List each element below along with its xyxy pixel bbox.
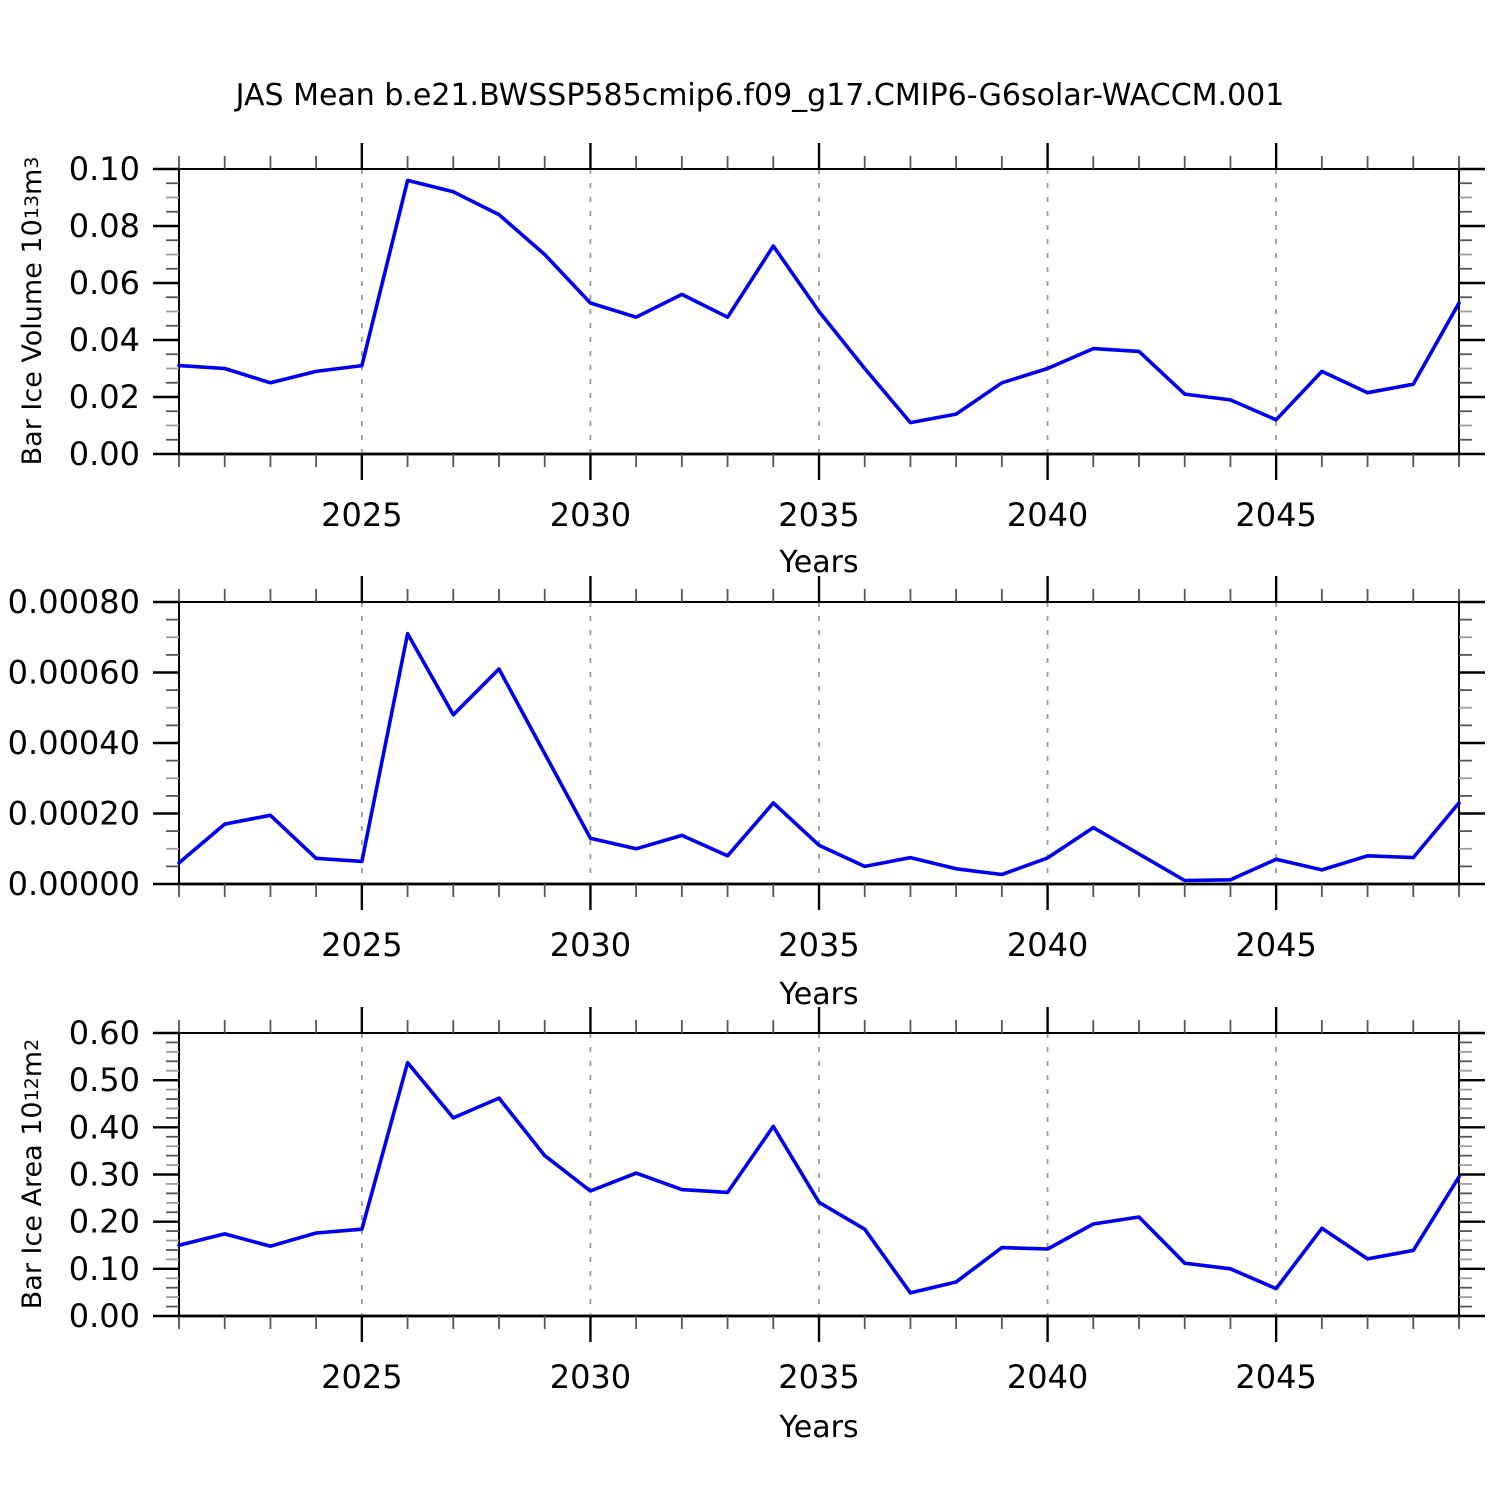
y-tick-label: 0.00080 bbox=[8, 583, 140, 621]
x-tick-label: 2025 bbox=[321, 1358, 402, 1396]
y-tick-label: 0.00020 bbox=[8, 795, 140, 833]
y-tick-label: 0.00000 bbox=[8, 865, 140, 903]
panel-1: 0.00 0.02 0.04 0.06 0.08 0.10 2025 2030 2035 2040… bbox=[69, 143, 1485, 534]
x-tick-label: 2040 bbox=[1007, 926, 1088, 964]
x-tick-label: 2035 bbox=[778, 926, 859, 964]
x-tick-label: 2045 bbox=[1235, 926, 1316, 964]
x-tick-label: 2040 bbox=[1007, 496, 1088, 534]
x-tick-label: 2025 bbox=[321, 496, 402, 534]
line-series-middle-series bbox=[177, 631, 1461, 883]
x-tick-label: 2045 bbox=[1235, 496, 1316, 534]
page-title: JAS Mean b.e21.BWSSP585cmip6.f09_g17.CMI… bbox=[235, 78, 1285, 113]
y-tick-label: 0.00 bbox=[69, 1297, 140, 1335]
y-tick-label: 0.00060 bbox=[8, 654, 140, 692]
x-tick-label: 2035 bbox=[778, 496, 859, 534]
x-tick-label: 2045 bbox=[1235, 1358, 1316, 1396]
y-tick-label: 0.10 bbox=[69, 1250, 140, 1288]
y-tick-label: 0.02 bbox=[69, 378, 140, 416]
x-tick-label: 2030 bbox=[550, 926, 631, 964]
x-tick-label: 2040 bbox=[1007, 1358, 1088, 1396]
y-tick-label: 0.06 bbox=[69, 264, 140, 302]
y-tick-label: 0.08 bbox=[69, 207, 140, 245]
line-series-bar-ice-volume bbox=[177, 178, 1461, 425]
y-tick-label: 0.00040 bbox=[8, 724, 140, 762]
y-tick-label: 0.50 bbox=[69, 1061, 140, 1099]
x-axis-label-years-panel2: Years bbox=[779, 977, 859, 1012]
x-tick-label: 2035 bbox=[778, 1358, 859, 1396]
x-axis-label-years-panel3: Years bbox=[779, 1410, 859, 1445]
x-tick-label: 2030 bbox=[550, 496, 631, 534]
y-tick-label: 0.00 bbox=[69, 435, 140, 473]
x-tick-label: 2025 bbox=[321, 926, 402, 964]
panel-3: 0.00 0.10 0.20 0.30 0.40 0.50 0.60 2025 2030 2035… bbox=[69, 1007, 1485, 1396]
y-tick-label: 0.20 bbox=[69, 1203, 140, 1241]
y-tick-label: 0.60 bbox=[69, 1014, 140, 1052]
line-series-bar-ice-area bbox=[177, 1060, 1461, 1295]
x-axis-label-years-panel1: Years bbox=[779, 545, 859, 580]
x-tick-label: 2030 bbox=[550, 1358, 631, 1396]
y-tick-label: 0.10 bbox=[69, 150, 140, 188]
y-tick-label: 0.30 bbox=[69, 1156, 140, 1194]
y-tick-label: 0.04 bbox=[69, 321, 140, 359]
panel-2: 0.00000 0.00020 0.00040 0.00060 0.00080 2025 2… bbox=[8, 576, 1485, 964]
y-tick-label: 0.40 bbox=[69, 1108, 140, 1146]
